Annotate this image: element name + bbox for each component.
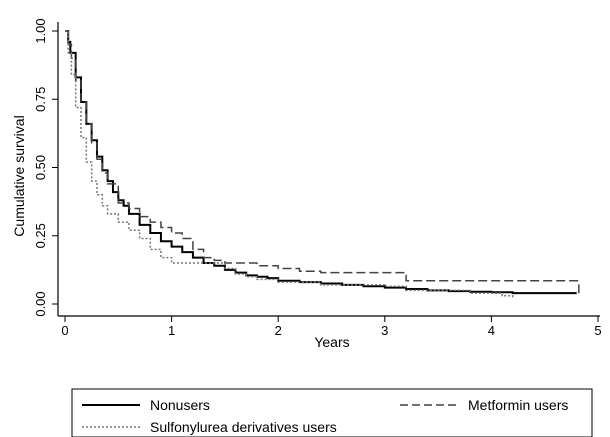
x-tick-label: 1	[168, 323, 175, 338]
x-axis-title: Years	[314, 334, 349, 350]
y-tick-label: 0.75	[33, 87, 48, 112]
series-line-nonusers	[65, 30, 577, 295]
x-tick-label: 4	[488, 323, 495, 338]
x-tick-label: 2	[275, 323, 282, 338]
y-tick-label: 0.50	[33, 155, 48, 180]
legend: Nonusers Metformin users Sulfonylurea de…	[71, 388, 593, 437]
legend-label-metformin: Metformin users	[468, 397, 568, 413]
x-tick-label: 3	[381, 323, 388, 338]
axes	[57, 22, 600, 317]
x-tick-label: 0	[61, 323, 68, 338]
series-line-sulfonylurea-derivatives-users	[65, 30, 514, 299]
ticks: 0 1 2 3 4 5 0.00 0.25 0.50 0.75 1.00	[33, 18, 602, 338]
series-line-metformin-users	[65, 30, 580, 294]
legend-label-nonusers: Nonusers	[150, 397, 210, 413]
legend-box	[71, 388, 593, 437]
y-tick-label: 0.00	[33, 291, 48, 316]
series-lines	[65, 30, 580, 299]
y-tick-label: 1.00	[33, 18, 48, 43]
x-tick-label: 5	[594, 323, 601, 338]
legend-label-sulfonylurea: Sulfonylurea derivatives users	[150, 419, 337, 435]
y-tick-label: 0.25	[33, 223, 48, 248]
y-axis-title: Cumulative survival	[11, 115, 27, 236]
